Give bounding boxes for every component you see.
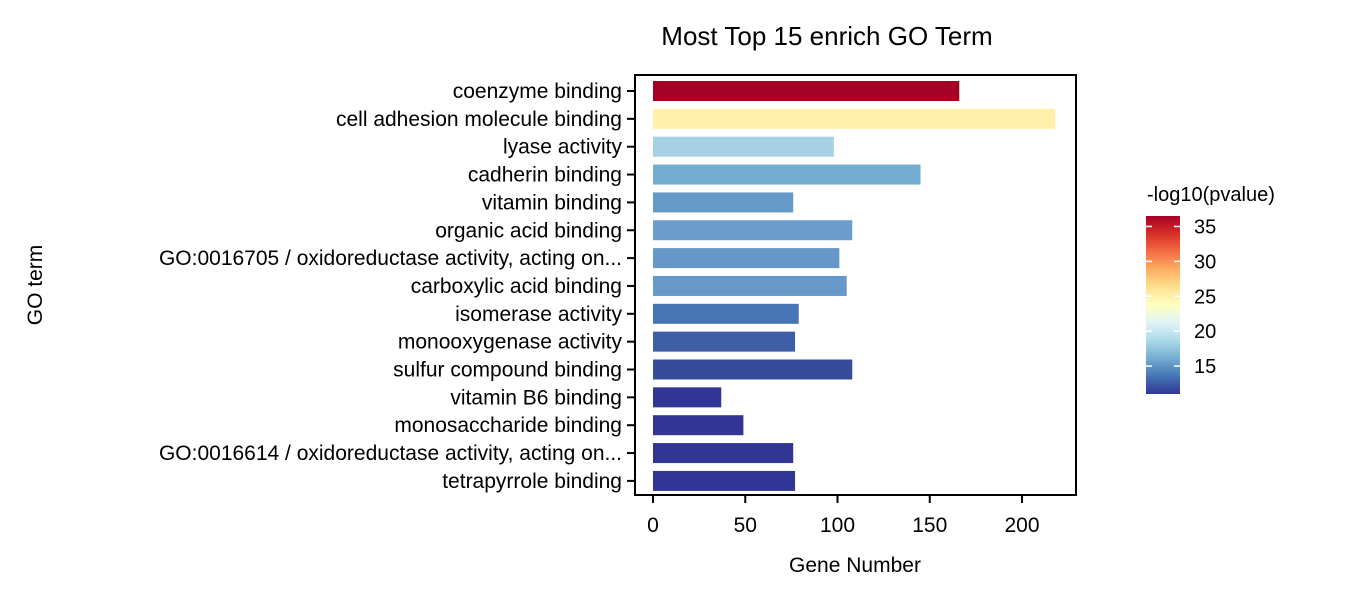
legend-tick-label: 30	[1194, 251, 1216, 273]
legend-colorbar	[1146, 216, 1180, 394]
bar	[653, 415, 744, 436]
bar	[653, 108, 1056, 129]
legend-tick-label: 25	[1194, 286, 1216, 308]
x-axis: 0 50 100 150 200	[647, 495, 1040, 537]
x-axis-label: Gene Number	[789, 554, 921, 577]
y-tick-label: monooxygenase activity	[398, 331, 623, 354]
bar	[653, 303, 799, 324]
x-tick-label: 150	[912, 514, 947, 537]
legend-tick-label: 35	[1194, 216, 1216, 238]
y-tick-label: cadherin binding	[468, 164, 622, 187]
legend-title: -log10(pvalue)	[1147, 184, 1275, 206]
y-tick-label: carboxylic acid binding	[411, 275, 622, 298]
y-tick-label: GO:0016614 / oxidoreductase activity, ac…	[159, 442, 622, 465]
bar	[653, 331, 796, 352]
bar	[653, 359, 853, 380]
x-tick-label: 200	[1004, 514, 1039, 537]
legend-ticks: 15 20 25 30 35	[1146, 216, 1216, 378]
y-axis: coenzyme binding cell adhesion molecule b…	[159, 80, 635, 493]
y-tick-label: tetrapyrrole binding	[442, 470, 622, 493]
color-legend: -log10(pvalue) 15 20 25 30 35	[1146, 184, 1275, 394]
chart-title: Most Top 15 enrich GO Term	[661, 21, 992, 51]
legend-tick-label: 15	[1194, 356, 1216, 378]
bar	[653, 387, 722, 408]
bar	[653, 443, 794, 464]
bar	[653, 275, 847, 296]
bar	[653, 248, 840, 269]
y-tick-label: vitamin binding	[482, 191, 622, 214]
y-tick-label: coenzyme binding	[453, 80, 622, 103]
bar	[653, 81, 960, 101]
y-tick-label: cell adhesion molecule binding	[336, 108, 622, 131]
x-tick-label: 0	[647, 514, 659, 537]
x-tick-label: 100	[820, 514, 855, 537]
bar	[653, 164, 921, 185]
y-axis-label: GO term	[24, 245, 47, 326]
x-tick-label: 50	[734, 514, 757, 537]
y-tick-label: lyase activity	[503, 136, 623, 159]
y-tick-label: monosaccharide binding	[394, 414, 622, 437]
bar	[653, 136, 834, 157]
bar	[653, 470, 796, 491]
y-tick-label: organic acid binding	[435, 219, 622, 242]
bars-layer	[653, 81, 1056, 491]
bar	[653, 220, 853, 241]
y-tick-label: GO:0016705 / oxidoreductase activity, ac…	[159, 247, 622, 270]
legend-tick-label: 20	[1194, 321, 1216, 343]
y-tick-label: isomerase activity	[455, 303, 622, 326]
y-tick-label: vitamin B6 binding	[450, 386, 622, 409]
bar	[653, 192, 794, 213]
y-tick-label: sulfur compound binding	[393, 359, 622, 382]
